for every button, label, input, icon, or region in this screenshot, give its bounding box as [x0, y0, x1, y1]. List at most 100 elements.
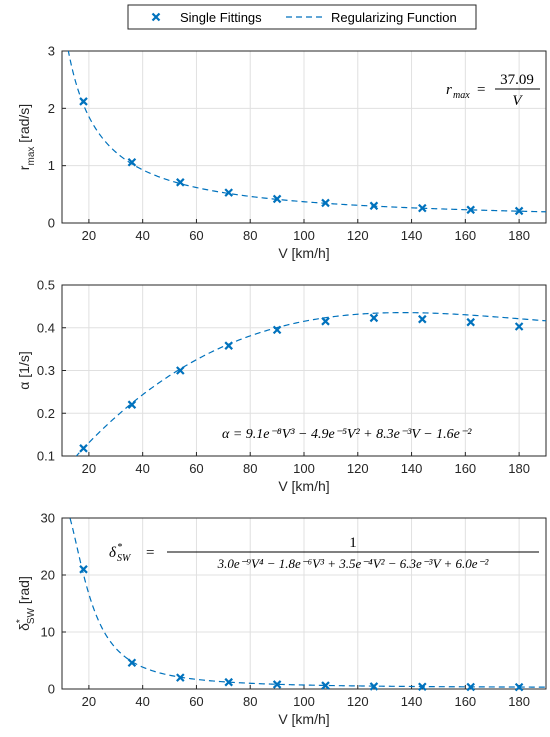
x-tick-label: 40: [135, 461, 149, 476]
single-fitting-point: [321, 317, 330, 326]
y-tick-label: 2: [48, 101, 55, 116]
x-tick-label: 60: [189, 694, 203, 709]
single-fitting-point: [272, 194, 282, 204]
single-fitting-point: [224, 341, 233, 350]
x-axis-label: V [km/h]: [278, 478, 329, 494]
legend-line-label: Regularizing Function: [331, 10, 457, 25]
x-tick-label: 20: [82, 228, 96, 243]
equation-rmax-lhs-sub: max: [453, 90, 470, 101]
panel-delta-sw: 20 40 60 80 100 120 140 160 180 0 10 20 30 V [km/h] δ*…: [15, 511, 547, 727]
equation-delta-denominator: 3.0e⁻⁹V⁴ − 1.8e⁻⁶V³ + 3.5e⁻⁴V² − 6.3e⁻³V…: [217, 556, 490, 571]
regularizing-function-line: [67, 51, 546, 213]
x-tick-label: 80: [243, 694, 257, 709]
single-fitting-point: [224, 188, 233, 197]
single-fitting-point: [418, 203, 427, 213]
single-fitting-point: [514, 206, 524, 216]
equation-delta-numerator: 1: [349, 535, 357, 551]
y-tick-label: 0.5: [37, 278, 55, 293]
x-tick-label: 40: [135, 694, 149, 709]
single-fitting-point: [176, 178, 185, 187]
regularizing-function-line: [75, 312, 546, 456]
x-tick-label: 180: [508, 694, 530, 709]
x-tick-label: 160: [454, 228, 476, 243]
equation-rmax-lhs: r: [446, 82, 452, 98]
y-axis-label: δ*SW [rad]: [15, 576, 37, 631]
x-tick-label: 180: [508, 228, 530, 243]
y-axis-label: α [1/s]: [16, 351, 32, 389]
single-fitting-point: [418, 314, 427, 324]
single-fitting-point: [272, 325, 282, 335]
x-axis-label: V [km/h]: [278, 245, 329, 261]
equation-delta-sw: δ * SW = 1 3.0e⁻⁹V⁴ − 1.8e⁻⁶V³ + 3.5e⁻⁴V…: [109, 535, 539, 571]
single-fitting-point: [176, 673, 185, 682]
single-fitting-point: [127, 157, 137, 167]
single-fitting-point: [369, 313, 379, 323]
single-fitting-point: [369, 682, 379, 691]
equation-rmax: r max = 37.09 V: [446, 72, 540, 109]
x-tick-label: 160: [454, 461, 476, 476]
equation-rmax-numerator: 37.09: [500, 72, 534, 88]
panel-rmax: 20 40 60 80 100 120 140 160 180 0 1 2 3 V [km/h] rmax …: [16, 44, 547, 261]
x-tick-label: 100: [293, 461, 315, 476]
equation-rmax-equals: =: [477, 82, 485, 98]
single-fitting-point: [514, 322, 524, 331]
x-tick-label: 140: [401, 461, 423, 476]
single-fitting-point: [127, 658, 137, 668]
x-tick-label: 20: [82, 694, 96, 709]
y-tick-label: 30: [41, 511, 55, 526]
single-fitting-point: [79, 444, 88, 453]
equation-delta-lhs-sub: SW: [117, 553, 132, 564]
single-fitting-point: [79, 97, 88, 106]
y-tick-label: 0: [48, 682, 55, 697]
x-tick-label: 60: [189, 228, 203, 243]
single-fitting-point: [272, 680, 282, 689]
panel-alpha: 20 40 60 80 100 120 140 160 180 0.1 0.2 0.3 0.4 0.5 V …: [16, 278, 547, 494]
regularizing-function-line: [69, 518, 546, 688]
y-tick-label: 0.4: [37, 320, 55, 335]
equation-alpha: α = 9.1e⁻⁸V³ − 4.9e⁻⁵V² + 8.3e⁻³V − 1.6e…: [222, 427, 472, 442]
x-axis-label: V [km/h]: [278, 711, 329, 727]
single-fitting-point: [176, 366, 185, 375]
single-fitting-point: [466, 317, 475, 327]
single-fitting-point: [321, 198, 330, 208]
equation-rmax-denominator: V: [512, 93, 523, 109]
y-tick-label: 0.2: [37, 406, 55, 421]
y-tick-label: 10: [41, 625, 55, 640]
x-tick-label: 80: [243, 228, 257, 243]
y-tick-label: 3: [48, 44, 55, 59]
single-fitting-point: [466, 682, 475, 692]
x-tick-label: 60: [189, 461, 203, 476]
y-tick-label: 0: [48, 216, 55, 231]
x-tick-label: 120: [347, 694, 369, 709]
y-axis-label: rmax [rad/s]: [16, 104, 37, 170]
x-tick-label: 100: [293, 694, 315, 709]
x-tick-label: 180: [508, 461, 530, 476]
single-fitting-point: [321, 681, 330, 690]
x-tick-label: 160: [454, 694, 476, 709]
single-fitting-point: [79, 565, 88, 574]
single-fitting-point: [514, 682, 524, 692]
equation-delta-equals: =: [146, 545, 154, 561]
legend: Single Fittings Regularizing Function: [127, 4, 477, 30]
y-tick-label: 0.1: [37, 449, 55, 464]
legend-marker-label: Single Fittings: [180, 10, 262, 25]
single-fitting-point: [369, 201, 379, 211]
x-tick-label: 140: [401, 228, 423, 243]
single-fitting-point: [466, 205, 475, 215]
y-tick-label: 0.3: [37, 363, 55, 378]
x-tick-label: 140: [401, 694, 423, 709]
x-tick-label: 40: [135, 228, 149, 243]
x-tick-label: 80: [243, 461, 257, 476]
equation-delta-lhs-sup: *: [117, 542, 122, 553]
legend-marker-icon: [151, 12, 161, 22]
single-fitting-point: [224, 677, 233, 687]
x-tick-label: 20: [82, 461, 96, 476]
single-fitting-point: [418, 682, 427, 691]
x-tick-label: 120: [347, 228, 369, 243]
x-tick-label: 100: [293, 228, 315, 243]
single-fitting-point: [127, 400, 137, 409]
x-tick-label: 120: [347, 461, 369, 476]
y-tick-label: 1: [48, 158, 55, 173]
equation-delta-lhs: δ: [109, 545, 117, 561]
